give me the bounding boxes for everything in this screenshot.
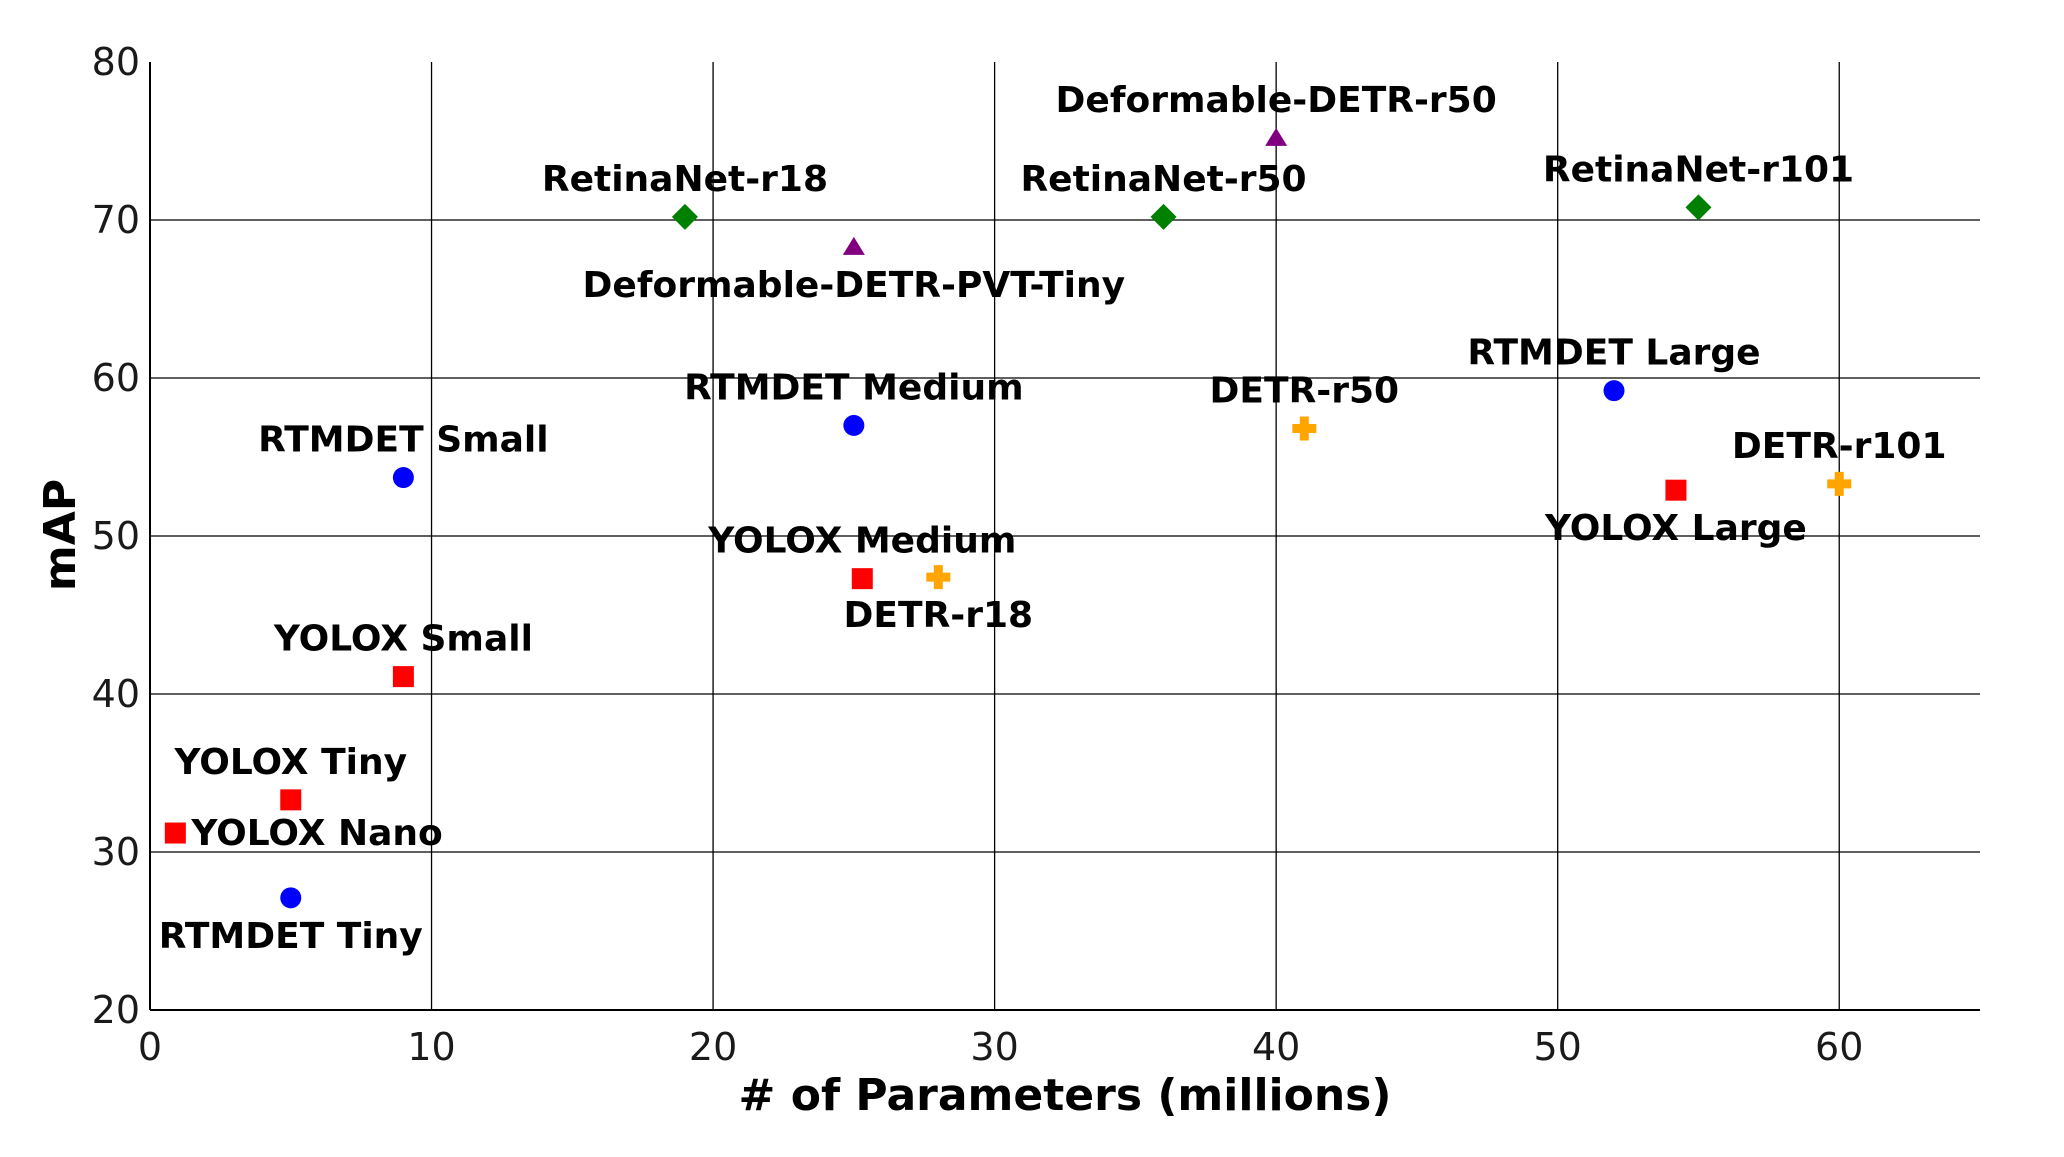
marker-rtmdet-tiny bbox=[280, 887, 302, 909]
point-label: YOLOX Medium bbox=[707, 521, 1016, 562]
marker-detr-r50 bbox=[1292, 416, 1317, 441]
marker-rtmdet-small bbox=[392, 467, 414, 489]
marker-yolox-nano bbox=[164, 822, 186, 844]
x-tick-label: 60 bbox=[1815, 1025, 1863, 1069]
point-labels: RTMDET Tiny RTMDET Small RTMDET Medium RTMD… bbox=[159, 80, 1947, 957]
point-label: RetinaNet-r50 bbox=[1020, 159, 1306, 200]
y-tick-label: 20 bbox=[92, 988, 140, 1032]
marker-detr-r18 bbox=[926, 565, 951, 590]
x-tick-label: 10 bbox=[407, 1025, 455, 1069]
y-tick-label: 60 bbox=[92, 356, 140, 400]
x-tick-label: 30 bbox=[970, 1025, 1018, 1069]
point-label: YOLOX Tiny bbox=[173, 742, 407, 783]
point-label: RTMDET Medium bbox=[684, 367, 1024, 408]
marker-yolox-tiny bbox=[280, 789, 302, 811]
point-label: DETR-r50 bbox=[1210, 371, 1400, 412]
point-label: Deformable-DETR-r50 bbox=[1056, 80, 1497, 121]
point-label: Deformable-DETR-PVT-Tiny bbox=[583, 265, 1126, 306]
x-tick-label: 0 bbox=[138, 1025, 162, 1069]
marker-detr-r101 bbox=[1827, 471, 1852, 496]
data-points bbox=[164, 127, 1852, 909]
y-tick-label: 40 bbox=[92, 672, 140, 716]
marker-rtmdet-medium bbox=[843, 414, 865, 436]
point-label: RTMDET Small bbox=[258, 420, 548, 461]
tick-labels: 0 10 20 30 40 50 60 20 30 40 50 60 70 80 bbox=[92, 40, 1864, 1069]
marker-yolox-small bbox=[392, 666, 414, 688]
marker-rtmdet-large bbox=[1603, 380, 1625, 402]
point-label: DETR-r101 bbox=[1732, 426, 1947, 467]
y-axis-title: mAP bbox=[35, 479, 86, 591]
marker-yolox-large bbox=[1665, 479, 1687, 501]
y-tick-label: 70 bbox=[92, 198, 140, 242]
marker-deformable-detr-pvt-tiny bbox=[842, 236, 865, 255]
y-tick-label: 80 bbox=[92, 40, 140, 84]
point-label: YOLOX Nano bbox=[190, 813, 442, 854]
y-tick-label: 30 bbox=[92, 830, 140, 874]
point-label: YOLOX Large bbox=[1544, 508, 1807, 549]
x-tick-label: 40 bbox=[1252, 1025, 1300, 1069]
marker-retinanet-r50 bbox=[1150, 203, 1177, 230]
x-tick-label: 50 bbox=[1534, 1025, 1582, 1069]
point-label: RetinaNet-r18 bbox=[542, 159, 828, 200]
axes bbox=[149, 62, 1980, 1011]
point-label: DETR-r18 bbox=[844, 595, 1034, 636]
x-axis-title: # of Parameters (millions) bbox=[739, 1070, 1392, 1121]
point-label: RTMDET Large bbox=[1467, 333, 1760, 374]
point-label: RTMDET Tiny bbox=[159, 916, 423, 957]
marker-retinanet-r101 bbox=[1685, 194, 1712, 221]
marker-yolox-medium bbox=[851, 568, 873, 590]
x-tick-label: 20 bbox=[689, 1025, 737, 1069]
y-tick-label: 50 bbox=[92, 514, 140, 558]
grid bbox=[150, 62, 1980, 1010]
marker-retinanet-r18 bbox=[671, 203, 698, 230]
point-label: RetinaNet-r101 bbox=[1543, 149, 1854, 190]
marker-deformable-detr-r50 bbox=[1265, 127, 1288, 146]
point-label: YOLOX Small bbox=[273, 619, 533, 660]
